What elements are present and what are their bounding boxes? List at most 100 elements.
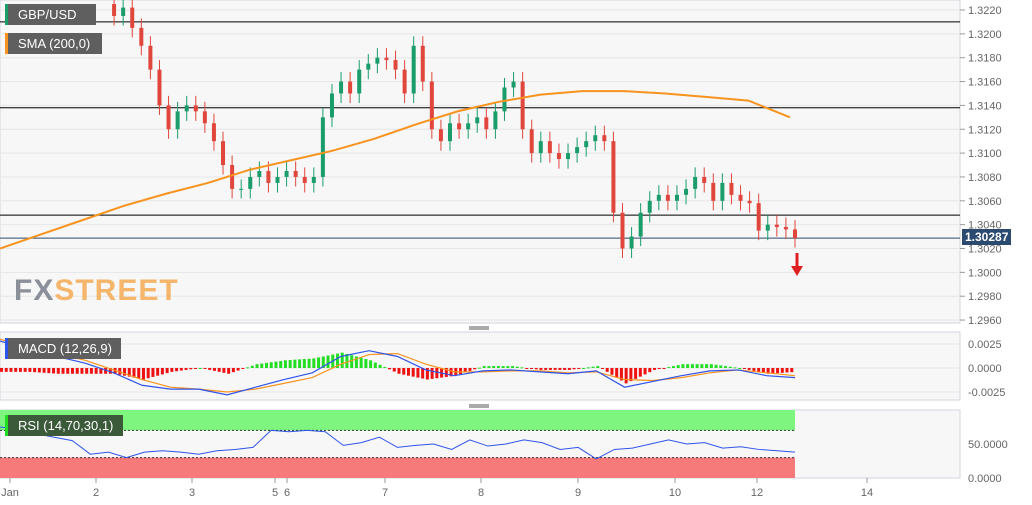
macd-histogram-bar [94,368,98,374]
macd-histogram-bar [449,368,453,377]
macd-label[interactable]: MACD (12,26,9) [5,338,121,359]
x-tick-label: 7 [382,487,388,499]
y-tick-label: 1.3060 [968,196,1002,208]
candle [175,111,180,130]
macd-histogram-bar [269,362,273,368]
macd-histogram-bar [359,357,363,368]
macd-histogram-bar [492,366,496,368]
resize-handle [469,326,489,330]
macd-histogram-bar [146,368,150,379]
macd-histogram-bar [61,368,65,374]
macd-histogram-bar [468,368,472,371]
macd-histogram-bar [255,364,259,368]
candle [121,7,126,16]
macd-histogram-bar [198,368,202,369]
candle [257,170,262,177]
candle [184,105,189,112]
macd-histogram-bar [766,368,770,374]
macd-histogram-bar [231,368,235,373]
candle [438,129,443,142]
macd-histogram-bar [591,366,595,368]
candle [547,141,552,154]
candle [311,176,316,183]
candle [611,141,616,213]
candle [248,176,253,189]
candle [148,45,153,70]
x-tick-label: 6 [284,487,290,499]
macd-histogram-bar [179,368,183,371]
macd-histogram-bar [189,368,193,370]
macd-histogram-bar [643,368,647,375]
macd-histogram-bar [695,364,699,368]
macd-histogram-bar [430,368,434,379]
macd-panel [0,331,961,401]
symbol-label[interactable]: GBP/USD [5,4,96,25]
candle [502,87,507,112]
macd-histogram-bar [47,368,51,374]
y-tick-label: -0.0025 [968,387,1005,399]
macd-histogram-bar [317,357,321,368]
candle [793,229,797,239]
x-tick-label: 5 [272,487,278,499]
macd-histogram-bar [302,359,306,368]
macd-histogram-bar [222,368,226,373]
macd-histogram-bar [681,364,685,368]
macd-histogram-bar [4,368,8,372]
candle [348,81,353,94]
macd-histogram-bar [402,368,406,375]
x-tick-label: 9 [575,487,581,499]
macd-histogram-bar [118,368,122,375]
candle [320,117,325,177]
macd-histogram-bar [378,364,382,368]
x-tick-label: 3 [189,487,195,499]
macd-histogram-bar [558,368,562,370]
macd-histogram-bar [56,368,60,374]
macd-histogram-bar [246,367,250,369]
candle [711,182,716,201]
macd-histogram-bar [709,364,713,368]
macd-histogram-bar [350,355,354,368]
macd-histogram-bar [18,368,22,372]
candle [402,69,407,94]
last-price-tag: 1.30287 [962,229,1012,245]
macd-histogram-bar [9,368,13,372]
macd-histogram-bar [586,367,590,369]
y-tick-label: 1.3080 [968,172,1002,184]
macd-histogram-bar [104,368,108,374]
sma-label[interactable]: SMA (200,0) [5,33,102,54]
x-tick-label: 10 [669,487,681,499]
candle [466,123,471,130]
macd-histogram-bar [203,368,207,369]
macd-histogram-bar [175,368,179,372]
candle [239,188,244,190]
y-tick-label: 1.3140 [968,100,1002,112]
candle [211,123,216,142]
candle [647,200,652,213]
macd-histogram-bar [615,368,619,378]
macd-histogram-bar [473,368,477,370]
macd-histogram-bar [463,368,467,373]
macd-histogram-bar [629,368,633,382]
macd-histogram-bar [283,360,287,368]
macd-histogram-bar [444,368,448,377]
x-tick-label: 14 [861,487,873,499]
macd-histogram-bar [28,368,32,372]
oversold-zone [0,457,795,478]
candle [411,45,416,94]
macd-histogram-bar [671,366,675,368]
candle [275,176,280,183]
rsi-label[interactable]: RSI (14,70,30,1) [5,415,123,436]
macd-histogram-bar [373,362,377,368]
candle [602,135,607,142]
macd-histogram-bar [288,360,292,368]
macd-histogram-bar [392,368,396,372]
candle [556,153,561,160]
macd-histogram-bar [326,355,330,368]
macd-histogram-bar [530,368,533,369]
candle [475,117,480,124]
candle [684,188,689,195]
macd-histogram-bar [312,358,316,368]
macd-histogram-bar [298,359,302,368]
x-tick-label: 12 [751,487,763,499]
